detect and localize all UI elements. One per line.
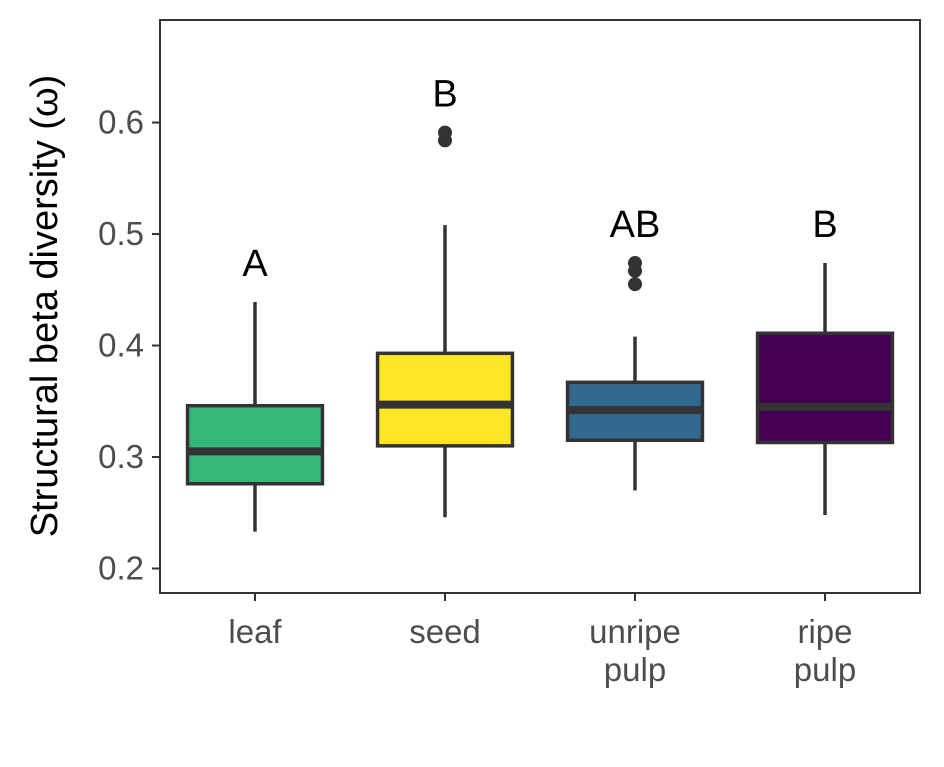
- y-tick-label: 0.5: [98, 215, 144, 252]
- y-tick-label: 0.6: [98, 104, 144, 141]
- x-tick-label-line: ripe: [797, 613, 852, 650]
- x-tick-label: seed: [409, 613, 481, 650]
- y-axis-title: Structural beta diversity (ω): [24, 75, 66, 538]
- box-body: [375, 351, 515, 448]
- group-letter-label: A: [242, 243, 268, 285]
- group-letter-label: B: [812, 204, 837, 246]
- x-tick-label-line: pulp: [794, 651, 856, 688]
- x-tick-label: ripe pulp: [794, 613, 856, 688]
- box-group: B: [375, 74, 515, 518]
- x-tick-label-line: seed: [409, 613, 481, 650]
- box-group: A: [185, 243, 325, 532]
- y-tick-label: 0.3: [98, 438, 144, 475]
- outlier-point: [628, 256, 642, 271]
- x-tick-label: unripe pulp: [589, 613, 681, 688]
- box-group: B: [755, 204, 895, 515]
- y-tick-label: 0.2: [98, 549, 144, 586]
- group-letter-label: AB: [610, 204, 661, 246]
- plot-panel-border: [159, 19, 921, 594]
- outlier-point: [628, 277, 642, 292]
- y-axis: 0.2 0.3 0.4 0.5 0.6: [98, 104, 160, 586]
- box-body: [185, 403, 325, 486]
- group-letter-label: B: [432, 74, 457, 116]
- outlier-point: [438, 125, 452, 140]
- x-tick-label: leaf: [228, 613, 282, 650]
- y-tick-label: 0.4: [98, 327, 144, 364]
- x-tick-label-line: leaf: [228, 613, 282, 650]
- box-body: [755, 331, 895, 445]
- x-tick-label-line: unripe: [589, 613, 681, 650]
- box-group: AB: [565, 204, 705, 491]
- x-tick-label-line: pulp: [604, 651, 666, 688]
